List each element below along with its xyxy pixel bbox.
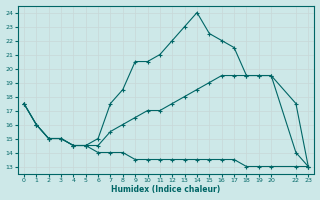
X-axis label: Humidex (Indice chaleur): Humidex (Indice chaleur) — [111, 185, 221, 194]
